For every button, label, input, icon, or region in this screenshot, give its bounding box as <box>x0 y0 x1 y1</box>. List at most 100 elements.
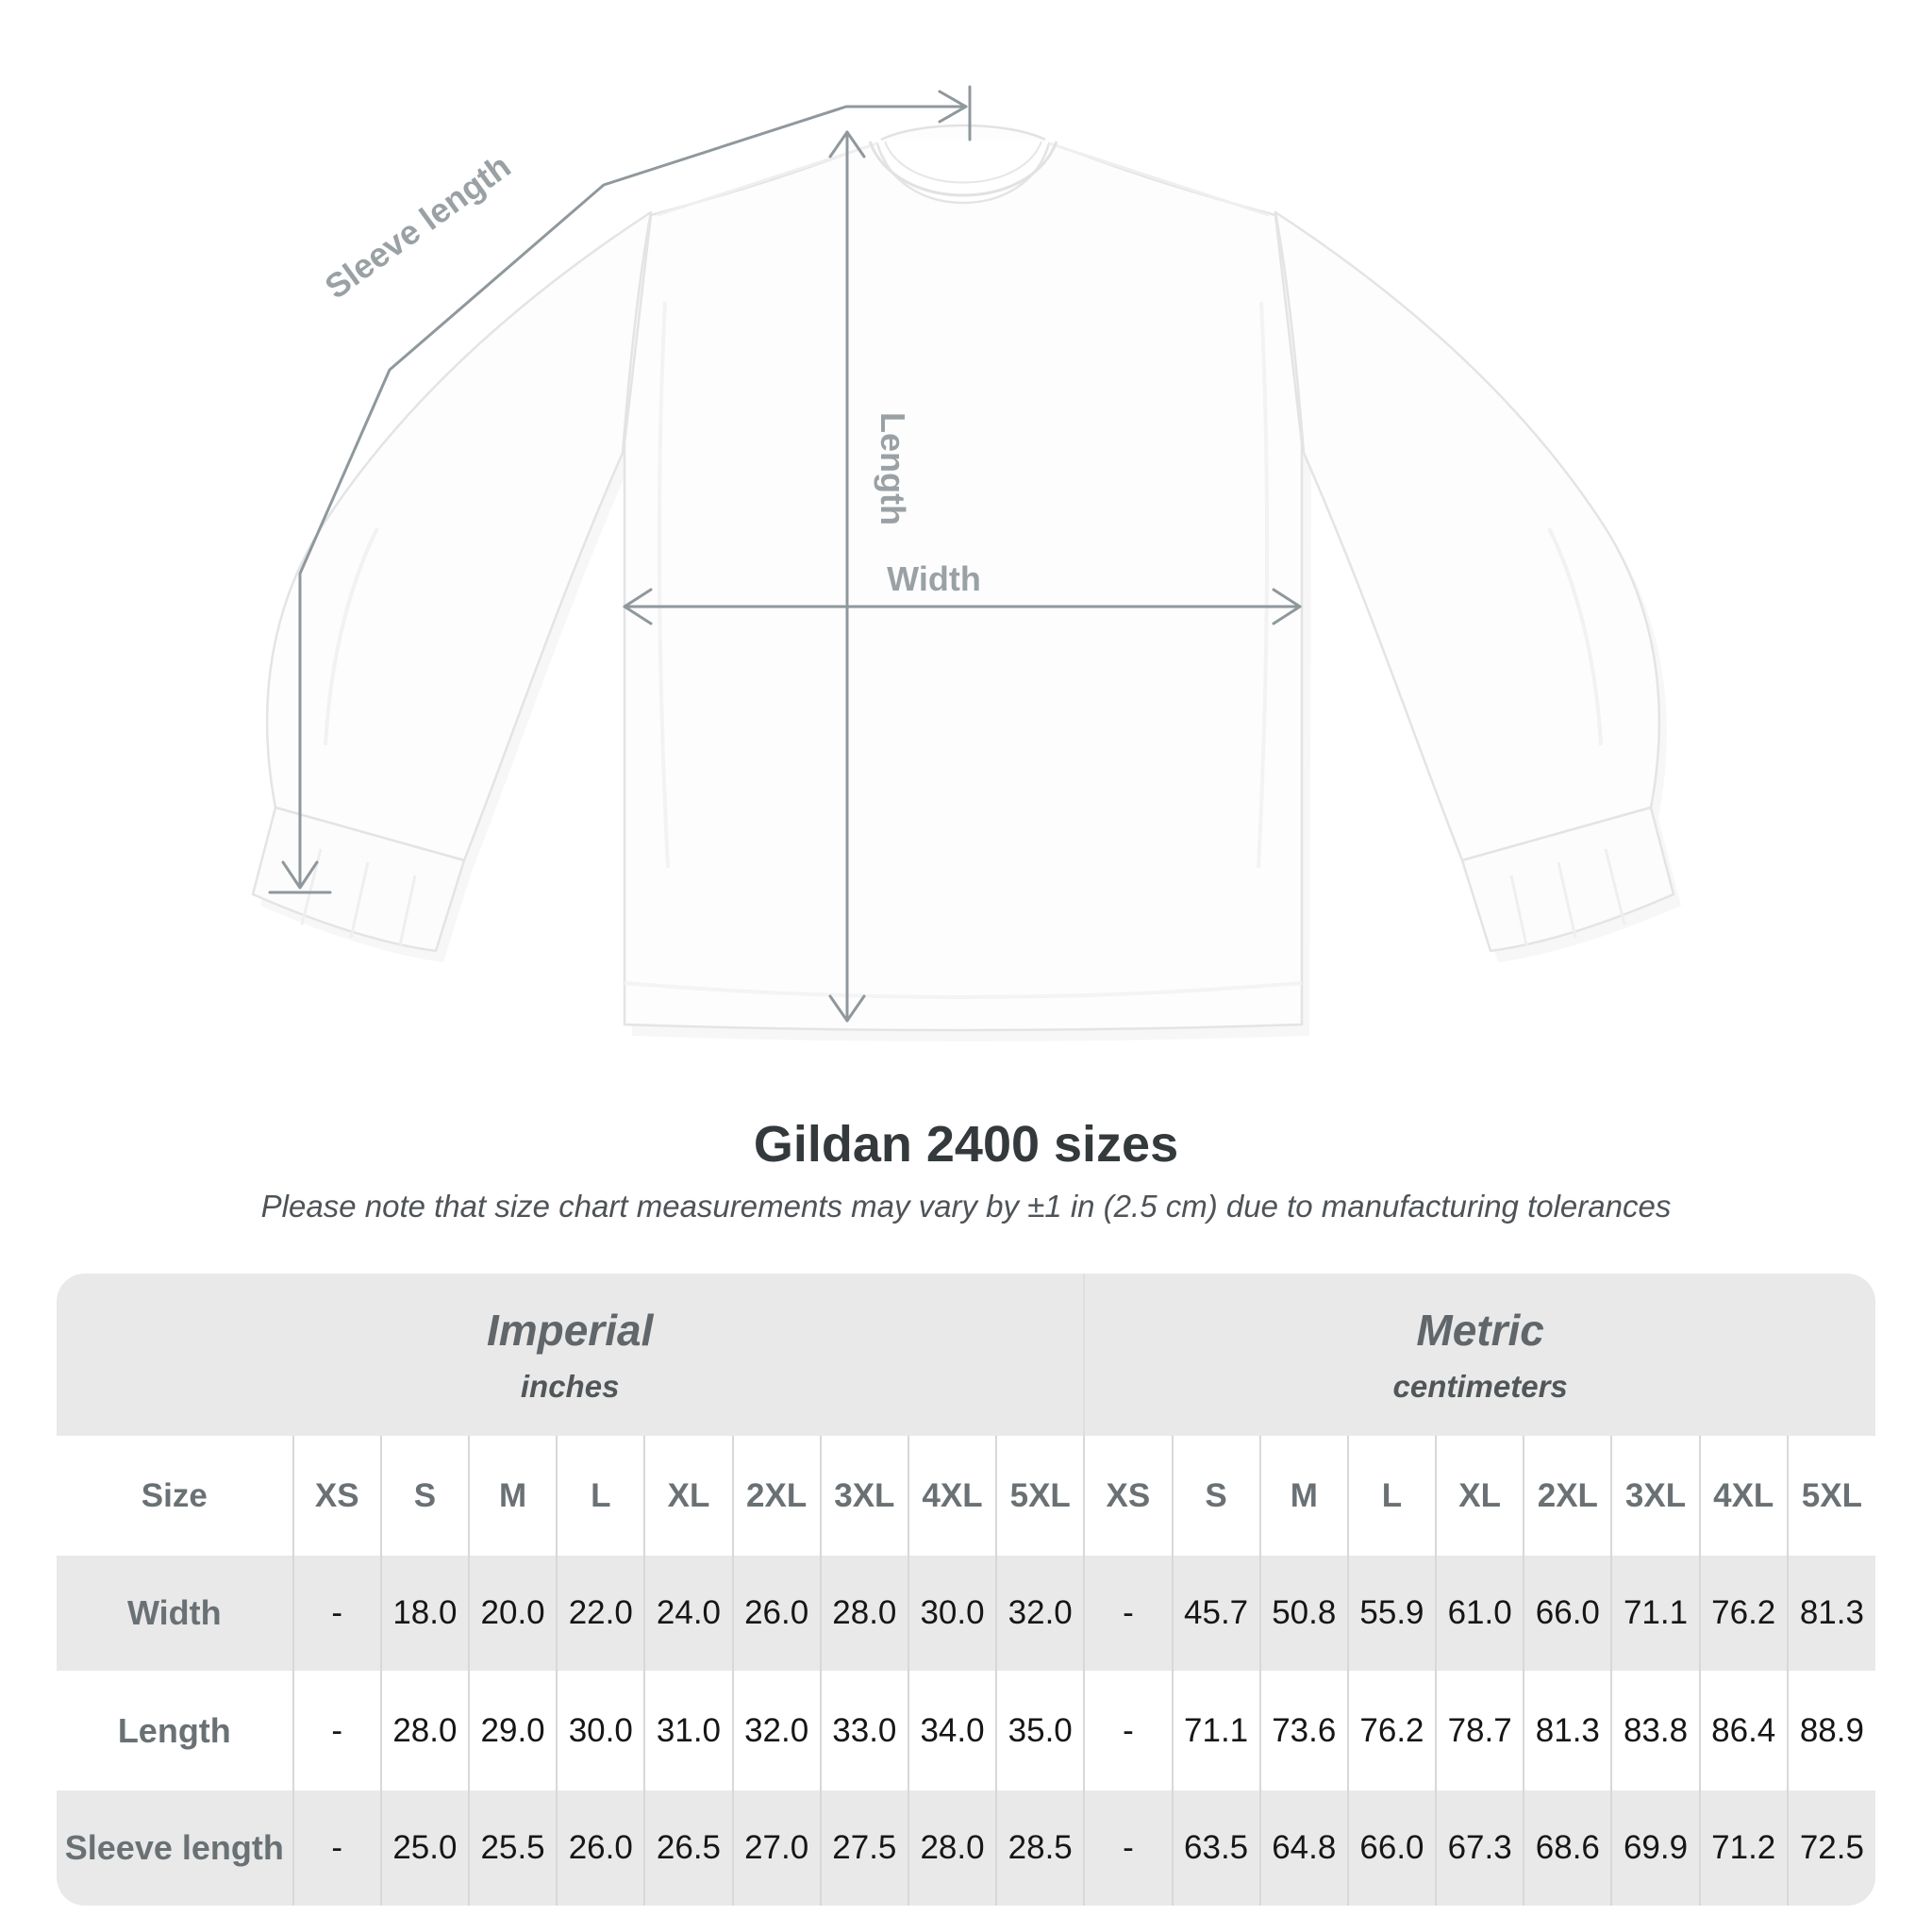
measurement-value-cell: 64.8 <box>1258 1790 1348 1906</box>
size-column-header: M <box>1258 1436 1348 1556</box>
measurement-value-cell: 28.0 <box>819 1556 908 1671</box>
measurement-value-cell: 76.2 <box>1698 1556 1788 1671</box>
imperial-group-header: Imperial inches <box>57 1274 1085 1436</box>
measurement-value-cell: 28.5 <box>995 1790 1085 1906</box>
measurement-value-cell: 35.0 <box>995 1671 1085 1790</box>
measurement-value-cell: 55.9 <box>1346 1556 1437 1671</box>
measurement-value-cell: 50.8 <box>1258 1556 1348 1671</box>
measurement-value-cell: 66.0 <box>1523 1556 1612 1671</box>
measurement-value-cell: 28.0 <box>379 1671 469 1790</box>
measurement-value-cell: 63.5 <box>1171 1790 1260 1906</box>
measurement-row: Sleeve length -25.0 25.5 26.0 26.5 27.0 27.5 28… <box>57 1790 1875 1906</box>
size-column-header: 3XL <box>1610 1436 1700 1556</box>
measurement-value-cell: 71.1 <box>1171 1671 1260 1790</box>
measurement-value-cell: - <box>291 1790 381 1906</box>
measurement-value-cell: 33.0 <box>819 1671 908 1790</box>
length-measure-line <box>828 130 866 1023</box>
measurement-value-cell: 86.4 <box>1698 1671 1788 1790</box>
measurement-value-cell: 28.0 <box>907 1790 997 1906</box>
shirt-body <box>623 142 1304 1032</box>
measurement-value-cell: 61.0 <box>1435 1556 1524 1671</box>
width-measure-line <box>623 588 1302 625</box>
measurement-value-cell: 78.7 <box>1435 1671 1524 1790</box>
measurement-value-cell: - <box>291 1556 381 1671</box>
measurement-value-cell: 25.5 <box>467 1790 558 1906</box>
measurement-value-cell: - <box>1083 1671 1173 1790</box>
measurement-row-label: Sleeve length <box>64 1828 284 1867</box>
left-sleeve <box>251 210 653 953</box>
size-column-header: 2XL <box>1523 1436 1612 1556</box>
measurement-value-cell: 32.0 <box>995 1556 1085 1671</box>
measurement-value-cell: 71.1 <box>1610 1556 1700 1671</box>
length-label: Length <box>874 412 912 525</box>
measurement-value-cell: 25.0 <box>379 1790 469 1906</box>
measurement-value-cell: - <box>291 1671 381 1790</box>
measurement-row-label: Width <box>126 1593 222 1632</box>
size-column-header: L <box>556 1436 645 1556</box>
size-table: Imperial inches Metric centimeters Size … <box>57 1274 1875 1906</box>
measurement-value-cell: 45.7 <box>1171 1556 1260 1671</box>
size-column-header: 3XL <box>819 1436 908 1556</box>
measurement-value-cell: 20.0 <box>467 1556 558 1671</box>
size-column-header: 4XL <box>1698 1436 1788 1556</box>
measurement-value-cell: 83.8 <box>1610 1671 1700 1790</box>
measurement-row: Width -18.0 20.0 22.0 24.0 26.0 28.0 30.0 32.0-4… <box>57 1556 1875 1671</box>
size-column-header: XL <box>643 1436 733 1556</box>
measurement-row-label: Length <box>117 1710 231 1750</box>
measurement-value-cell: 26.0 <box>556 1790 645 1906</box>
measurement-value-cell: 22.0 <box>556 1556 645 1671</box>
measurement-value-cell: 34.0 <box>907 1671 997 1790</box>
size-column-header: L <box>1346 1436 1437 1556</box>
size-header-cell: Size <box>57 1436 293 1556</box>
metric-label: Metric <box>1416 1306 1544 1355</box>
measurement-value-cell: 67.3 <box>1435 1790 1524 1906</box>
size-column-header: XS <box>291 1436 381 1556</box>
page-title: Gildan 2400 sizes <box>753 1116 1179 1173</box>
size-column-header: XS <box>1083 1436 1173 1556</box>
measurement-value-cell: 81.3 <box>1786 1556 1875 1671</box>
size-column-header: XL <box>1435 1436 1524 1556</box>
measurement-value-cell: 24.0 <box>643 1556 733 1671</box>
collar <box>868 124 1058 197</box>
right-sleeve <box>1274 210 1675 953</box>
measurement-value-cell: 81.3 <box>1523 1671 1612 1790</box>
measurement-value-cell: 27.0 <box>731 1790 821 1906</box>
measurement-value-cell: 27.5 <box>819 1790 908 1906</box>
measurement-value-cell: 26.5 <box>643 1790 733 1906</box>
size-table-grid: Imperial inches Metric centimeters Size … <box>57 1274 1875 1906</box>
size-column-header: M <box>467 1436 558 1556</box>
page-subtitle: Please note that size chart measurements… <box>260 1189 1672 1224</box>
metric-sublabel: centimeters <box>1392 1369 1568 1404</box>
measurement-value-cell: 68.6 <box>1523 1790 1612 1906</box>
size-table-body: Width -18.0 20.0 22.0 24.0 26.0 28.0 30.0 32.0-4… <box>57 1556 1875 1906</box>
measurement-value-cell: 30.0 <box>907 1556 997 1671</box>
imperial-sublabel: inches <box>520 1369 620 1404</box>
size-column-header: 4XL <box>907 1436 997 1556</box>
measurement-value-cell: 72.5 <box>1786 1790 1875 1906</box>
size-column-header: 2XL <box>731 1436 821 1556</box>
measurement-row: Length -28.0 29.0 30.0 31.0 32.0 33.0 34.0 35.0-… <box>57 1671 1875 1790</box>
measurement-value-cell: 76.2 <box>1346 1671 1437 1790</box>
imperial-label: Imperial <box>486 1306 654 1355</box>
size-column-header: S <box>1171 1436 1260 1556</box>
shirt-diagram: Sleeve length Length Width <box>251 85 1675 1032</box>
sleeve-length-label: Sleeve length <box>318 146 518 307</box>
metric-group-header: Metric centimeters <box>1083 1274 1875 1436</box>
size-column-header: 5XL <box>995 1436 1085 1556</box>
measurement-value-cell: 26.0 <box>731 1556 821 1671</box>
measurement-value-cell: 29.0 <box>467 1671 558 1790</box>
measurement-value-cell: 73.6 <box>1258 1671 1348 1790</box>
measurement-value-cell: - <box>1083 1556 1173 1671</box>
size-column-header: S <box>379 1436 469 1556</box>
measurement-value-cell: 71.2 <box>1698 1790 1788 1906</box>
measurement-value-cell: 18.0 <box>379 1556 469 1671</box>
caption-block: Gildan 2400 sizes Please note that size … <box>0 1115 1932 1224</box>
unit-group-row: Imperial inches Metric centimeters <box>57 1274 1875 1436</box>
measurement-value-cell: 30.0 <box>556 1671 645 1790</box>
width-label: Width <box>887 559 981 598</box>
shirt-illustration-svg: Sleeve length Length Width <box>251 85 1675 1032</box>
sleeve-length-measure-line <box>268 85 972 894</box>
measurement-value-cell: 32.0 <box>731 1671 821 1790</box>
measurement-value-cell: 66.0 <box>1346 1790 1437 1906</box>
